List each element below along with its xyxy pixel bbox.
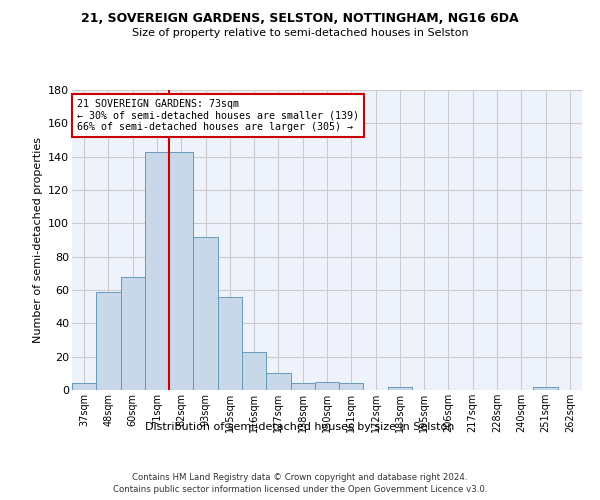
Bar [96,292,121,390]
Bar [315,382,339,390]
Bar [169,152,193,390]
Bar [290,384,315,390]
Text: 21 SOVEREIGN GARDENS: 73sqm
← 30% of semi-detached houses are smaller (139)
66% : 21 SOVEREIGN GARDENS: 73sqm ← 30% of sem… [77,99,359,132]
Bar [218,296,242,390]
Text: 21, SOVEREIGN GARDENS, SELSTON, NOTTINGHAM, NG16 6DA: 21, SOVEREIGN GARDENS, SELSTON, NOTTINGH… [81,12,519,26]
Bar [339,384,364,390]
Bar [121,276,145,390]
Bar [388,386,412,390]
Bar [266,374,290,390]
Text: Contains public sector information licensed under the Open Government Licence v3: Contains public sector information licen… [113,485,487,494]
Text: Size of property relative to semi-detached houses in Selston: Size of property relative to semi-detach… [131,28,469,38]
Bar [193,236,218,390]
Bar [533,386,558,390]
Text: Distribution of semi-detached houses by size in Selston: Distribution of semi-detached houses by … [145,422,455,432]
Y-axis label: Number of semi-detached properties: Number of semi-detached properties [32,137,43,343]
Bar [145,152,169,390]
Text: Contains HM Land Registry data © Crown copyright and database right 2024.: Contains HM Land Registry data © Crown c… [132,472,468,482]
Bar [242,352,266,390]
Bar [72,384,96,390]
